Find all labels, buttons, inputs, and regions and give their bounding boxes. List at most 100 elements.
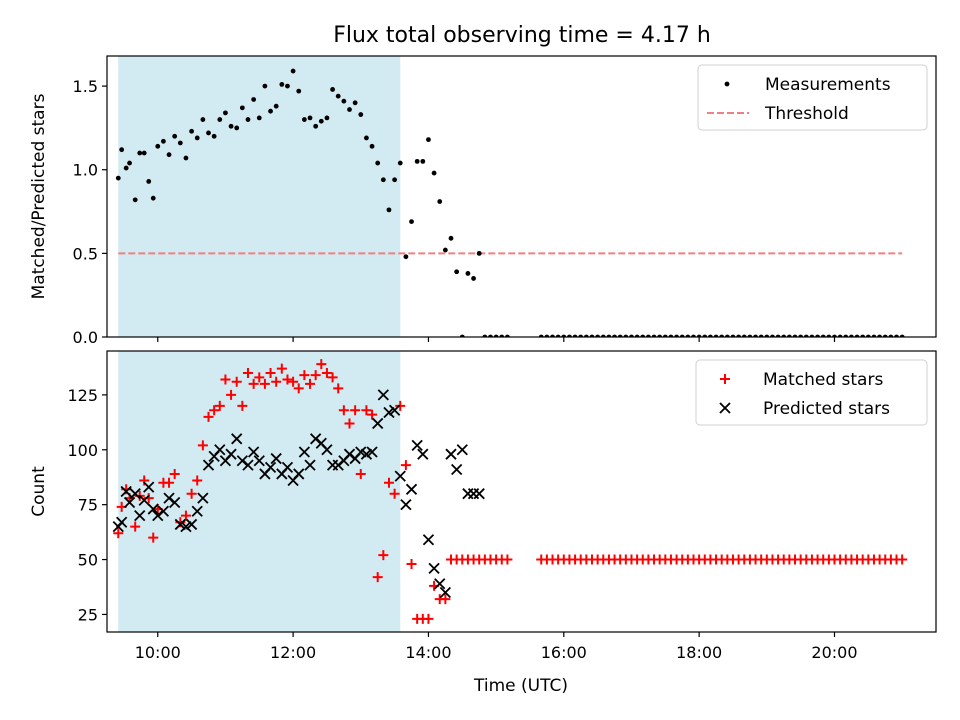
- predicted-star-point: [191, 505, 203, 517]
- y-tick-label: 0.0: [73, 328, 98, 347]
- y-tick-label: 75: [78, 496, 98, 515]
- bottom-panel-counts: 25 50 75 100 125 10:00 12:00 14:00 16:00 18:00 20:…: [29, 350, 937, 662]
- measurement-point: [172, 133, 178, 139]
- measurement-point: [386, 207, 392, 213]
- matched-star-point: [327, 372, 338, 383]
- matched-star-point: [203, 411, 214, 422]
- predicted-star-point: [417, 448, 429, 460]
- predicted-star-point: [281, 461, 294, 473]
- matched-star-point: [197, 440, 208, 451]
- predicted-star-point: [247, 446, 260, 458]
- measurement-point: [273, 103, 279, 109]
- predicted-star-point: [405, 483, 418, 495]
- predicted-star-point: [138, 494, 150, 506]
- matched-star-point: [113, 528, 124, 539]
- matched-star-point: [164, 477, 175, 488]
- measurement-point: [364, 135, 369, 141]
- matched-star-point: [282, 374, 293, 385]
- matched-star-point: [209, 405, 220, 416]
- predicted-star-point: [214, 444, 226, 456]
- shaded-span: [118, 351, 401, 632]
- measurement-point: [217, 117, 223, 122]
- predicted-star-point: [428, 562, 440, 574]
- measurement-point: [296, 88, 302, 94]
- matched-star-point: [180, 510, 191, 521]
- matched-star-point: [214, 400, 225, 411]
- legend-matched-marker: [720, 374, 730, 384]
- predicted-star-point: [169, 496, 181, 509]
- predicted-star-point: [411, 439, 423, 452]
- measurement-point: [127, 160, 132, 166]
- measurement-point: [341, 98, 347, 104]
- matched-star-point: [344, 418, 355, 429]
- predicted-star-point: [134, 510, 146, 522]
- measurement-point: [380, 177, 386, 183]
- predicted-star-point: [123, 496, 136, 509]
- legend-label: Matched stars: [763, 370, 883, 390]
- measurement-point: [313, 123, 319, 129]
- legend-box: [697, 64, 928, 131]
- data-layer: [112, 359, 908, 624]
- measurement-point: [146, 179, 152, 184]
- matched-star-point: [355, 468, 366, 479]
- predicted-star-point: [185, 518, 198, 531]
- matched-star-point: [305, 378, 316, 389]
- matched-star-point: [423, 613, 434, 624]
- measurement-point: [324, 115, 330, 121]
- measurement-point: [123, 165, 129, 171]
- measurement-point: [358, 112, 364, 117]
- measurement-point: [442, 247, 448, 253]
- predicted-star-point: [202, 459, 215, 471]
- measurement-point: [330, 87, 335, 92]
- x-tick-label: 20:00: [811, 643, 857, 662]
- matched-star-point: [372, 572, 383, 583]
- matched-star-point: [192, 475, 203, 486]
- matched-star-point: [293, 383, 304, 394]
- matched-star-point: [231, 376, 242, 387]
- matched-star-point: [383, 477, 394, 488]
- top-panel-measurements: 0.0 0.5 1.0 1.5 Matched/Predicted stars Measu…: [29, 55, 937, 347]
- predicted-star-point: [388, 404, 401, 416]
- predicted-star-point: [445, 448, 457, 460]
- y-axis-label: Count: [29, 466, 49, 517]
- matched-star-point: [148, 532, 159, 543]
- measurement-point: [132, 197, 138, 203]
- matched-star-point: [897, 554, 908, 565]
- predicted-star-point: [157, 505, 170, 517]
- measurement-point: [426, 137, 431, 143]
- measurement-point: [285, 83, 290, 89]
- matched-star-point: [406, 558, 417, 569]
- measurement-point: [268, 108, 273, 114]
- matched-star-point: [395, 400, 406, 411]
- measurement-point: [206, 130, 211, 136]
- predicted-star-point: [147, 503, 159, 515]
- measurement-point: [414, 158, 420, 164]
- measurement-point: [279, 82, 285, 87]
- predicted-star-point: [304, 459, 316, 471]
- predicted-star-point: [366, 446, 378, 458]
- matched-star-point: [248, 378, 259, 389]
- matched-star-point: [276, 363, 287, 374]
- measurement-point: [239, 105, 245, 111]
- measurement-point: [262, 83, 268, 89]
- axes-frame: [106, 350, 937, 633]
- x-axis-label: Time (UTC): [473, 676, 568, 696]
- matched-star-point: [310, 370, 321, 381]
- predicted-star-point: [473, 488, 485, 500]
- predicted-star-point: [253, 455, 265, 467]
- measurement-point: [223, 110, 228, 116]
- measurement-point: [155, 143, 161, 149]
- matched-star-point: [316, 359, 327, 370]
- predicted-star-point: [434, 578, 446, 590]
- matched-star-point: [226, 389, 237, 400]
- matched-star-point: [378, 550, 389, 561]
- matched-star-point: [502, 554, 513, 565]
- measurement-point: [211, 133, 217, 139]
- predicted-star-point: [456, 444, 468, 456]
- y-tick-label: 50: [78, 551, 98, 570]
- measurement-point: [437, 199, 443, 204]
- legend-box: [695, 359, 928, 426]
- predicted-star-point: [120, 485, 132, 498]
- matched-star-point: [242, 367, 253, 378]
